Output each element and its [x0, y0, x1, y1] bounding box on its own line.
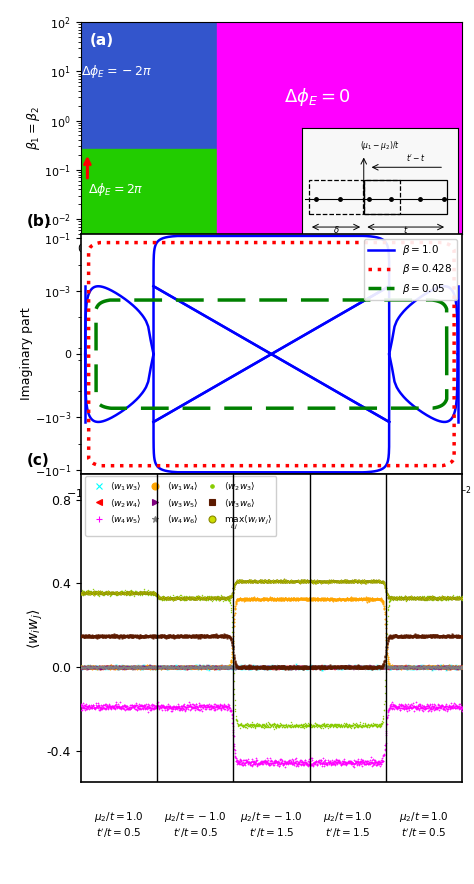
Legend: $\beta = 1.0$, $\beta = 0.428$, $\beta = 0.05$: $\beta = 1.0$, $\beta = 0.428$, $\beta =…: [364, 239, 457, 300]
Text: $\mu_2/t = -1.0$
$t'/t = 1.5$: $\mu_2/t = -1.0$ $t'/t = 1.5$: [240, 810, 302, 840]
Text: $\mu_2/t = 1.0$
$t'/t = 1.5$: $\mu_2/t = 1.0$ $t'/t = 1.5$: [323, 810, 373, 840]
X-axis label: Real part: Real part: [240, 504, 303, 517]
Text: $\Delta\phi_E = -2\pi$: $\Delta\phi_E = -2\pi$: [81, 63, 152, 80]
Text: (c): (c): [27, 453, 50, 469]
Y-axis label: $\beta_1 = \beta_2$: $\beta_1 = \beta_2$: [26, 106, 43, 150]
Y-axis label: Imaginary part: Imaginary part: [20, 308, 33, 400]
Legend: $\langle w_1 w_3 \rangle$, $\langle w_2 w_4 \rangle$, $\langle w_4 w_5 \rangle$,: $\langle w_1 w_3 \rangle$, $\langle w_2 …: [85, 476, 276, 536]
Text: (a): (a): [90, 33, 114, 48]
Text: $\Delta\phi_E = 2\pi$: $\Delta\phi_E = 2\pi$: [88, 181, 144, 198]
Text: $\Delta\phi_E = 0$: $\Delta\phi_E = 0$: [284, 86, 351, 108]
Text: (b): (b): [27, 214, 52, 229]
X-axis label: $\delta$: $\delta$: [266, 255, 277, 271]
Y-axis label: $\langle w_i w_j \rangle$: $\langle w_i w_j \rangle$: [26, 608, 45, 649]
Text: $\mu_2/t = 1.0$
$t'/t = 0.5$: $\mu_2/t = 1.0$ $t'/t = 0.5$: [94, 810, 144, 840]
Text: $\mu_2/t = 1.0$
$t'/t = 0.5$: $\mu_2/t = 1.0$ $t'/t = 0.5$: [399, 810, 449, 840]
Text: $\mu_2/t = -1.0$
$t'/t = 0.5$: $\mu_2/t = -1.0$ $t'/t = 0.5$: [164, 810, 226, 840]
